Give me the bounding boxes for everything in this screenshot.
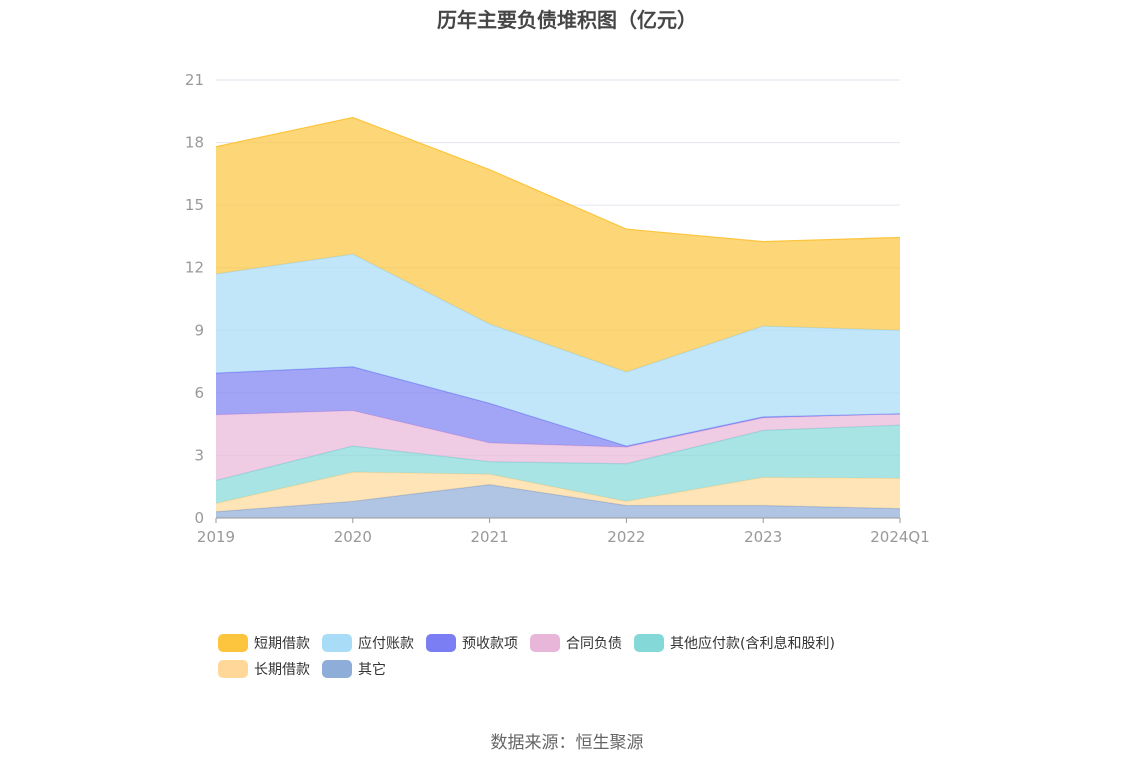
y-tick-label: 3 bbox=[194, 446, 204, 464]
y-tick-label: 6 bbox=[194, 384, 204, 402]
legend-item[interactable]: 长期借款 bbox=[218, 656, 310, 682]
legend-swatch bbox=[634, 634, 664, 652]
area-series-预收款项 bbox=[216, 366, 900, 448]
y-tick-label: 15 bbox=[185, 196, 204, 214]
y-tick-label: 0 bbox=[194, 509, 204, 527]
area-layer bbox=[215, 116, 901, 518]
x-tick-label: 2023 bbox=[744, 528, 782, 546]
y-tick-label: 21 bbox=[185, 71, 204, 89]
series-line-合同负债 bbox=[215, 409, 901, 448]
legend-swatch bbox=[218, 634, 248, 652]
y-tick-label: 18 bbox=[185, 134, 204, 152]
series-line-短期借款 bbox=[215, 116, 901, 243]
legend-swatch bbox=[322, 634, 352, 652]
x-tick-label: 2021 bbox=[471, 528, 509, 546]
legend-label: 短期借款 bbox=[254, 636, 310, 652]
x-tick-label: 2020 bbox=[334, 528, 372, 546]
legend-label: 合同负债 bbox=[566, 636, 622, 652]
legend-label: 长期借款 bbox=[254, 662, 310, 678]
area-series-长期借款 bbox=[216, 472, 900, 512]
series-line-预收款项 bbox=[215, 366, 901, 447]
legend-label: 预收款项 bbox=[462, 636, 518, 652]
area-series-其它 bbox=[216, 484, 900, 518]
area-series-应付账款 bbox=[216, 254, 900, 447]
legend: 短期借款 应付账款 预收款项 合同负债 其他应付款(含利息和股利) 长期借款 其它 bbox=[218, 630, 938, 682]
legend-item[interactable]: 其它 bbox=[322, 656, 386, 682]
x-tick-label: 2022 bbox=[607, 528, 645, 546]
source-note: 数据来源：恒生聚源 bbox=[490, 733, 644, 753]
legend-item[interactable]: 短期借款 bbox=[218, 630, 310, 656]
chart-title: 历年主要负债堆积图（亿元） bbox=[437, 8, 697, 32]
x-tick-label: 2019 bbox=[197, 528, 235, 546]
legend-swatch bbox=[426, 634, 456, 652]
legend-item[interactable]: 预收款项 bbox=[426, 630, 518, 656]
legend-item[interactable]: 合同负债 bbox=[530, 630, 622, 656]
x-tick-label: 2024Q1 bbox=[870, 528, 930, 546]
legend-label: 应付账款 bbox=[358, 636, 414, 652]
y-tick-label: 9 bbox=[194, 321, 204, 339]
legend-swatch bbox=[218, 660, 248, 678]
legend-item[interactable]: 其他应付款(含利息和股利) bbox=[634, 630, 835, 656]
y-tick-label: 12 bbox=[185, 259, 204, 277]
legend-swatch bbox=[322, 660, 352, 678]
legend-label: 其他应付款(含利息和股利) bbox=[670, 636, 835, 652]
axis-layer: 0 3 6 9 12 15 18 21 2019 2020 2021 2022 2023 2024Q1 bbox=[185, 71, 930, 546]
legend-swatch bbox=[530, 634, 560, 652]
legend-item[interactable]: 应付账款 bbox=[322, 630, 414, 656]
area-series-短期借款 bbox=[216, 117, 900, 373]
stacked-area-chart: 0 3 6 9 12 15 18 21 2019 2020 2021 2022 2023 2024Q1 bbox=[185, 71, 930, 546]
legend-label: 其它 bbox=[358, 662, 386, 678]
area-series-其他应付款(含利息和股利) bbox=[216, 425, 900, 504]
